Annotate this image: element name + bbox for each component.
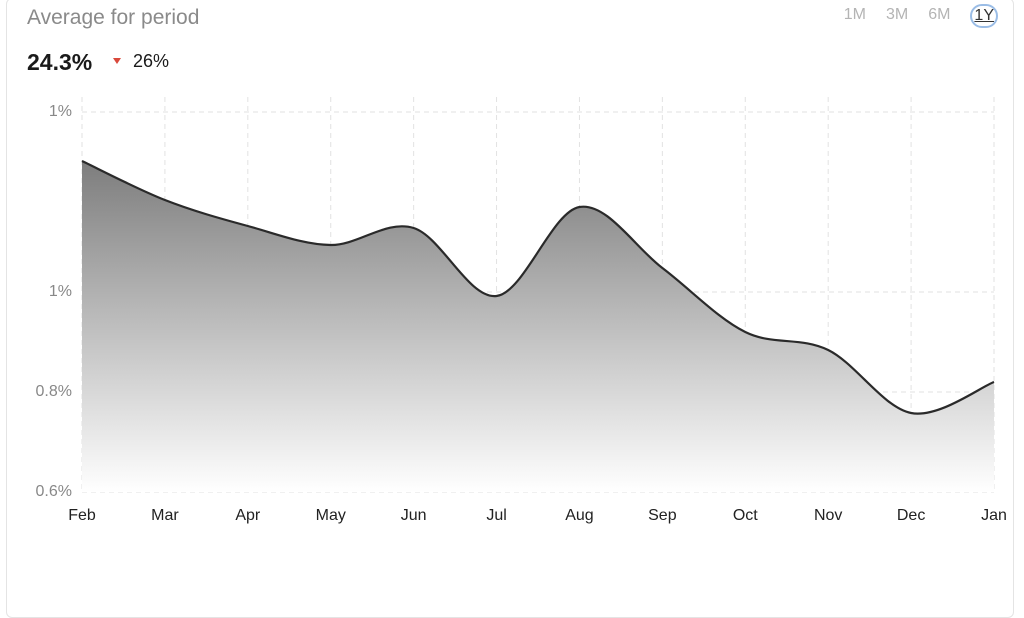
y-tick-label: 1% [49,283,72,300]
range-buttons: 1M 3M 6M 1Y [844,4,998,28]
range-button[interactable]: 1Y [970,4,998,28]
range-button[interactable]: 3M [885,6,909,23]
y-tick-label: 0.6% [36,483,72,500]
x-tick-label: Sep [648,507,677,524]
x-tick-label: Dec [897,507,925,524]
area [82,161,994,492]
average-value: 24.3% [27,49,93,75]
line [81,160,995,415]
down-indicator [113,58,121,64]
change-value: 26% [133,51,170,71]
range-button[interactable]: 1M [843,6,866,23]
range-button[interactable]: 6M [928,6,951,23]
x-tick-label: Nov [814,507,842,524]
x-tick-label: Apr [235,507,261,524]
x-tick-label: Aug [565,507,593,524]
title: Average for period [27,6,200,29]
y-tick-label: 1% [49,103,72,120]
x-tick-label: May [316,507,346,524]
x-tick-label: Jul [486,507,506,524]
x-tick-label: Mar [151,507,179,524]
x-tick-label: Oct [733,507,758,524]
x-tick-label: Feb [68,507,96,524]
x-tick-label: Jan [981,507,1007,524]
x-tick-label: Jun [401,507,427,524]
y-tick-label: 0.8% [36,383,72,400]
